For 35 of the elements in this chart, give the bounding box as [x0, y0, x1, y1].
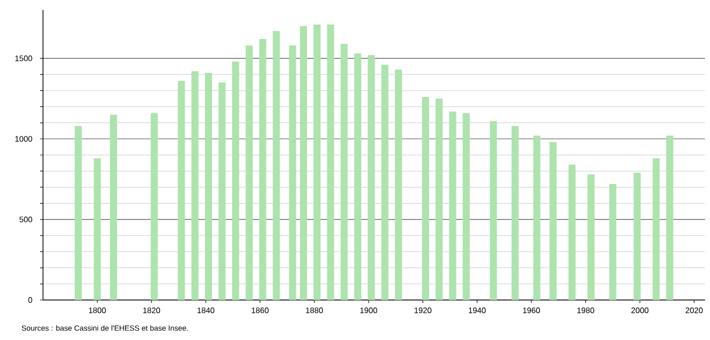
bar: [204, 72, 212, 300]
bar: [354, 54, 362, 300]
bar: [94, 158, 101, 300]
bar: [490, 121, 497, 300]
bar: [110, 114, 118, 300]
bar: [327, 24, 334, 300]
bar: [422, 97, 430, 300]
bar: [533, 136, 540, 300]
bar: [652, 158, 660, 300]
bar: [588, 174, 595, 300]
bar: [246, 45, 253, 300]
bar: [666, 136, 674, 300]
bar: [232, 62, 240, 300]
bar: [314, 24, 321, 300]
bar: [568, 164, 576, 300]
bar: [436, 98, 443, 300]
bar: [381, 64, 388, 300]
bar: [178, 80, 185, 300]
bar: [462, 113, 470, 300]
bar: [512, 126, 519, 300]
bar: [340, 44, 348, 300]
bar: [272, 30, 280, 300]
bar: [609, 184, 616, 300]
bar: [300, 26, 307, 300]
bar: [634, 172, 641, 300]
bar: [218, 82, 226, 300]
bar: [550, 142, 557, 300]
bar: [368, 55, 375, 300]
bar: [74, 126, 82, 300]
bar: [449, 112, 456, 300]
bar: [259, 39, 266, 300]
bar: [394, 70, 402, 300]
bar: [289, 45, 296, 300]
bar: [150, 113, 158, 300]
bar: [191, 71, 198, 300]
